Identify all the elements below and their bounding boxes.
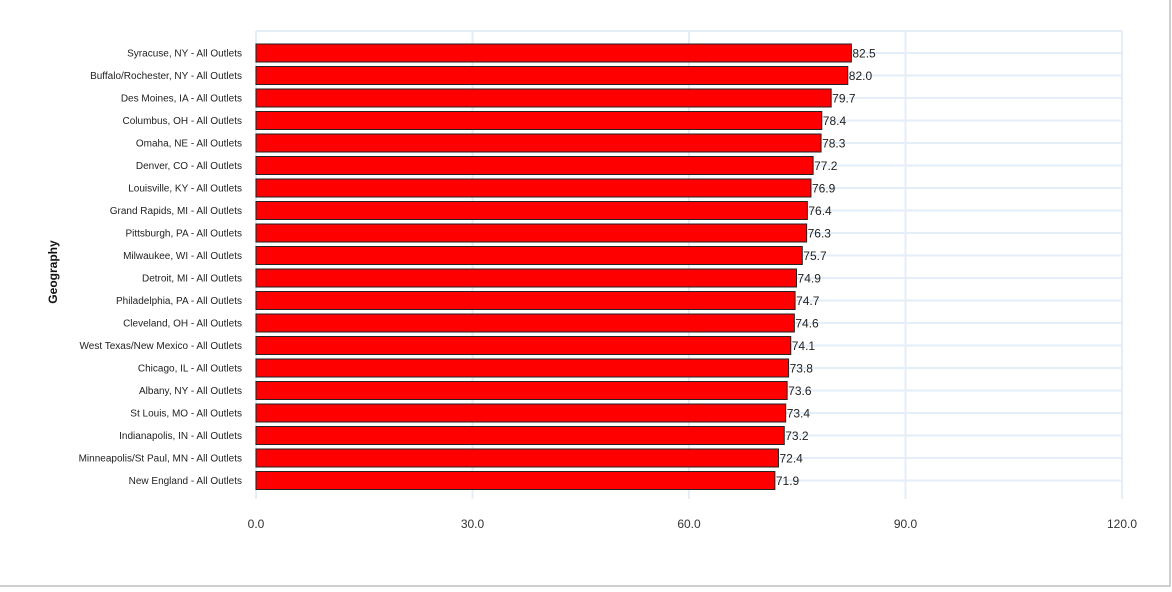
bar <box>255 43 852 63</box>
bar <box>255 291 796 310</box>
value-label: 79.7 <box>832 92 856 106</box>
value-labels: 82.5 82.0 79.7 78.4 78.3 77.2 76.9 76.4 76.3 75.7… <box>776 47 876 489</box>
category-label: Louisville, KY - All Outlets <box>128 184 242 195</box>
category-label: Indianapolis, IN - All Outlets <box>119 431 242 442</box>
x-tick-label: 0.0 <box>248 517 265 531</box>
bar <box>255 88 832 108</box>
category-label: New England - All Outlets <box>129 476 242 487</box>
x-tick-labels: 0.0 30.0 60.0 90.0 120.0 <box>248 517 1138 531</box>
value-label: 73.4 <box>787 407 811 421</box>
bar <box>255 313 795 333</box>
value-label: 76.4 <box>808 204 832 218</box>
value-label: 72.4 <box>779 452 803 466</box>
category-label: Buffalo/Rochester, NY - All Outlets <box>90 71 242 82</box>
category-label: Des Moines, IA - All Outlets <box>121 94 242 105</box>
value-label: 76.3 <box>808 227 832 241</box>
x-tick-label: 90.0 <box>894 517 918 531</box>
category-label: Albany, NY - All Outlets <box>139 386 242 397</box>
value-label: 77.2 <box>814 159 838 173</box>
category-label: Syracuse, NY - All Outlets <box>127 49 242 60</box>
bar <box>255 111 823 130</box>
value-label: 75.7 <box>803 249 827 263</box>
category-label: Grand Rapids, MI - All Outlets <box>110 206 242 217</box>
category-label: Milwaukee, WI - All Outlets <box>123 251 242 262</box>
value-label: 74.9 <box>798 272 822 286</box>
bar <box>255 336 792 355</box>
bar <box>255 426 785 445</box>
bar <box>255 358 790 378</box>
category-label: Minneapolis/St Paul, MN - All Outlets <box>79 454 242 465</box>
category-label: Philadelphia, PA - All Outlets <box>116 296 242 307</box>
bar <box>255 381 788 400</box>
value-label: 82.5 <box>852 47 876 61</box>
value-label: 74.7 <box>796 294 820 308</box>
value-label: 76.9 <box>812 182 836 196</box>
bar <box>255 133 822 153</box>
bar <box>255 403 787 423</box>
x-tick-label: 60.0 <box>677 517 701 531</box>
value-label: 73.2 <box>785 429 809 443</box>
bar <box>255 471 776 490</box>
category-label: St Louis, MO - All Outlets <box>130 409 242 420</box>
x-tick-label: 30.0 <box>461 517 485 531</box>
bar <box>255 178 812 198</box>
value-label: 71.9 <box>776 474 800 488</box>
category-label: West Texas/New Mexico - All Outlets <box>80 341 242 352</box>
category-label: Pittsburgh, PA - All Outlets <box>125 229 242 240</box>
bar <box>255 268 798 288</box>
bar <box>255 201 808 220</box>
category-labels: Syracuse, NY - All Outlets Buffalo/Roches… <box>79 49 242 488</box>
y-axis-title: Geography <box>46 240 60 304</box>
category-label: Detroit, MI - All Outlets <box>142 274 242 285</box>
value-label: 74.6 <box>795 317 819 331</box>
value-label: 82.0 <box>849 69 873 83</box>
category-label: Denver, CO - All Outlets <box>136 161 242 172</box>
value-label: 78.4 <box>823 114 847 128</box>
value-label: 78.3 <box>822 137 846 151</box>
bar <box>255 246 803 265</box>
category-label: Omaha, NE - All Outlets <box>136 139 242 150</box>
x-tick-label: 120.0 <box>1107 517 1137 531</box>
category-label: Cleveland, OH - All Outlets <box>123 319 242 330</box>
bar <box>255 223 808 243</box>
bar <box>255 156 814 175</box>
category-label: Columbus, OH - All Outlets <box>123 116 242 127</box>
value-label: 74.1 <box>792 339 816 353</box>
value-label: 73.6 <box>788 384 812 398</box>
bars <box>255 43 852 490</box>
category-label: Chicago, IL - All Outlets <box>138 364 242 375</box>
bar <box>255 448 779 468</box>
bar <box>255 66 849 85</box>
value-label: 73.8 <box>790 362 814 376</box>
